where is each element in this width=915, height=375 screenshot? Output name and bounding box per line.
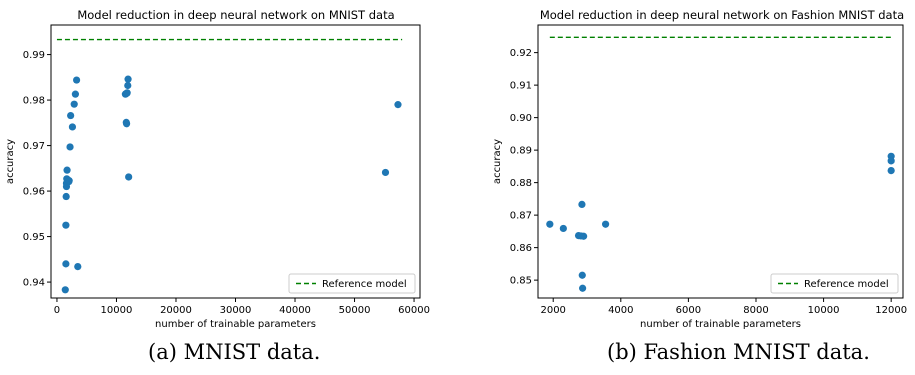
data-point [124,81,132,90]
x-tick-label: 40000 [279,305,311,316]
caption-b: (b) Fashion MNIST data. [607,340,870,364]
legend: Reference model [288,273,416,294]
data-point [125,173,133,181]
y-tick-label: 0.91 [510,81,532,92]
y-tick-label: 0.96 [23,187,45,198]
y-tick-label: 0.98 [23,96,45,107]
y-tick-label: 0.85 [510,276,532,287]
y-axis-label: accuracy [5,139,16,184]
chart-mnist: Model reduction in deep neural network o… [5,8,430,330]
data-point [72,76,81,84]
x-tick-label: 50000 [339,305,371,316]
x-tick-label: 8000 [743,305,768,316]
x-tick-label: 10000 [808,305,840,316]
y-tick-label: 0.95 [23,232,45,243]
data-point [66,143,74,151]
x-tick-label: 30000 [220,305,252,316]
chart-title: Model reduction in deep neural network o… [540,8,904,22]
x-tick-label: 0 [54,305,60,316]
data-point [578,271,586,279]
y-tick-label: 0.99 [23,50,45,61]
x-tick-label: 4000 [608,305,633,316]
data-point [580,232,588,240]
data-point [124,75,132,83]
data-point [578,200,586,208]
data-point [559,224,567,233]
legend-label: Reference model [804,279,889,290]
y-tick-label: 0.97 [23,141,45,152]
x-tick-label: 2000 [540,305,565,316]
data-point [887,167,895,175]
x-tick-label: 60000 [398,305,430,316]
data-point [122,120,131,128]
legend-box [770,273,899,294]
data-point [68,123,77,131]
data-point [123,89,131,97]
caption-a: (a) MNIST data. [148,340,321,364]
data-point [579,284,587,292]
data-point [71,90,80,98]
y-tick-label: 0.86 [510,243,532,254]
plot-frame [537,24,904,299]
y-tick-label: 0.94 [23,278,45,289]
data-point [62,260,70,268]
y-tick-label: 0.88 [510,178,532,189]
plot-frame [50,24,421,299]
data-point [62,221,70,229]
data-point [546,220,554,228]
y-tick-label: 0.87 [510,211,532,222]
x-axis-label: number of trainable parameters [640,319,801,330]
data-point [381,168,390,177]
data-point [74,263,82,271]
x-axis-label: number of trainable parameters [155,319,316,330]
x-tick-label: 12000 [875,305,907,316]
data-point [70,100,78,108]
data-point [62,192,70,201]
chart-title: Model reduction in deep neural network o… [77,8,394,22]
data-point [65,177,73,185]
x-tick-label: 20000 [160,305,192,316]
x-tick-label: 10000 [101,305,133,316]
data-point [63,166,71,174]
y-axis-label: accuracy [492,139,503,184]
legend-label: Reference model [322,279,407,290]
y-tick-label: 0.90 [510,113,532,124]
data-point [601,220,610,228]
chart-fashion-mnist: Model reduction in deep neural network o… [492,8,907,330]
legend: Reference model [770,273,899,294]
legend-box [288,273,416,294]
data-point [394,101,402,109]
data-point [887,157,895,165]
data-point [67,111,75,120]
x-tick-label: 6000 [676,305,701,316]
data-point [61,286,69,294]
y-tick-label: 0.92 [510,48,532,59]
y-tick-label: 0.89 [510,146,532,157]
